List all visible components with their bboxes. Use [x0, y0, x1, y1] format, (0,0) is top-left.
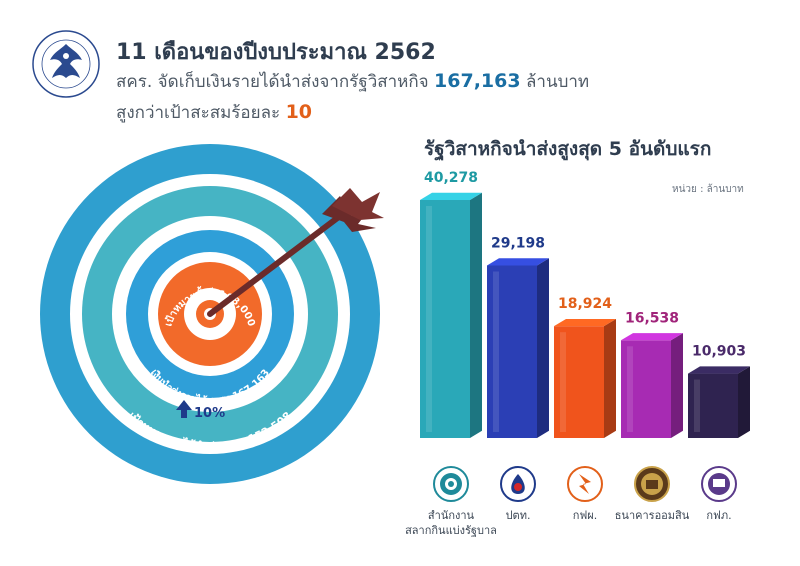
revenue-value: 167,163	[434, 70, 521, 92]
target-prefix: สูงกว่าเป้าสะสมร้อยละ	[116, 103, 281, 123]
pea-logo-icon	[701, 466, 737, 502]
org-label: ปตท.	[468, 508, 568, 523]
org-label: กฟผ.	[535, 508, 635, 523]
bar-value-label: 18,924	[558, 296, 612, 312]
org-label-line1: สำนักงาน	[427, 509, 475, 522]
glo-logo-icon	[433, 466, 469, 502]
gsb-logo-icon	[634, 466, 670, 502]
org-label-line1: ปตท.	[505, 509, 531, 522]
revenue-suffix: ล้านบาท	[525, 72, 590, 92]
org-label-line1: กฟผ.	[572, 509, 598, 522]
bar-value-label: 10,903	[692, 344, 746, 360]
egat-logo-icon	[567, 466, 603, 502]
chart-title: รัฐวิสาหกิจนำส่งสูงสุด 5 อันดับแรก	[424, 138, 712, 160]
ministry-logo	[32, 30, 100, 98]
bar-3	[554, 318, 616, 438]
ptt-logo-icon	[500, 466, 536, 502]
bar-value-label: 40,278	[424, 170, 478, 186]
target-percent: 10	[285, 101, 313, 123]
unit-label: หน่วย : ล้านบาท	[672, 184, 744, 195]
target-summary: สูงกว่าเป้าสะสมร้อยละ 10	[116, 99, 312, 126]
bar-value-label: 16,538	[625, 310, 679, 326]
bar-1	[420, 192, 482, 438]
revenue-summary: สคร. จัดเก็บเงินรายได้นำส่งจากรัฐวิสาหกิ…	[116, 68, 589, 95]
increase-value: 10%	[194, 406, 225, 421]
org-label: สำนักงานสลากกินแบ่งรัฐบาล	[401, 508, 501, 538]
target-graphic: เป้าหมายรายได้นำส่งสะสม 152,508 เงินนำส่…	[40, 144, 384, 484]
bar-value-label: 29,198	[491, 235, 545, 251]
org-label-line2: สลากกินแบ่งรัฐบาล	[405, 524, 497, 537]
bar-2	[487, 258, 549, 438]
bar-5	[688, 366, 750, 438]
up-arrow-icon	[176, 400, 192, 418]
bar-4	[621, 333, 683, 438]
increase-indicator: 10%	[176, 400, 225, 421]
org-label-line1: ธนาคารออมสิน	[614, 509, 690, 522]
page-title: 11 เดือนของปีงบประมาณ 2562	[116, 40, 436, 65]
org-label: ธนาคารออมสิน	[602, 508, 702, 523]
org-label: กฟภ.	[669, 508, 769, 523]
revenue-prefix: สคร. จัดเก็บเงินรายได้นำส่งจากรัฐวิสาหกิ…	[116, 72, 429, 92]
arrow-icon	[207, 188, 384, 317]
org-label-line1: กฟภ.	[706, 509, 732, 522]
